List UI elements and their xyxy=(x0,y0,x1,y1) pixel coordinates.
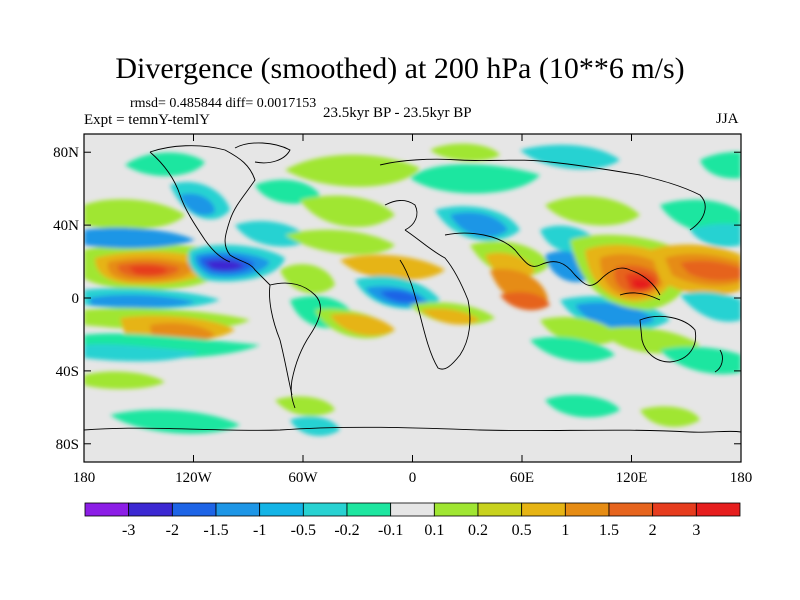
plot-title: Divergence (smoothed) at 200 hPa (10**6 … xyxy=(115,52,685,85)
lon-tick-label: 180 xyxy=(73,470,96,486)
colorbar-level-label: -2 xyxy=(166,522,179,539)
lat-tick-label: 0 xyxy=(72,291,80,307)
lon-tick-label: 180 xyxy=(730,470,753,486)
colorbar-swatch xyxy=(477,502,523,517)
colorbar-swatch xyxy=(608,502,654,517)
colorbar-swatch xyxy=(564,502,610,517)
colorbar-level-label: 1 xyxy=(561,522,569,539)
lon-tick-label: 60W xyxy=(288,470,318,486)
contour-field xyxy=(84,134,741,462)
colorbar-swatch xyxy=(302,502,348,517)
lat-tick-label: 80S xyxy=(56,437,79,453)
lat-tick-label: 40S xyxy=(56,364,79,380)
colorbar-swatch xyxy=(652,502,697,517)
experiment-label: Expt = temnY-temlY xyxy=(84,112,210,128)
period-label: 23.5kyr BP - 23.5kyr BP xyxy=(323,105,472,121)
lon-tick-label: 60E xyxy=(510,470,534,486)
colorbar-level-label: 3 xyxy=(692,522,700,539)
season-label: JJA xyxy=(716,111,739,127)
lat-tick-label: 80N xyxy=(53,145,79,161)
colorbar-swatch xyxy=(433,502,479,517)
lat-tick-label: 40N xyxy=(53,218,79,234)
colorbar-level-label: -1 xyxy=(253,522,266,539)
lon-tick-label: 0 xyxy=(409,470,417,486)
lon-tick-label: 120E xyxy=(616,470,648,486)
colorbar-level-label: 0.2 xyxy=(468,522,488,539)
colorbar-level-label: 2 xyxy=(649,522,657,539)
colorbar-swatch xyxy=(521,502,566,517)
colorbar-swatch xyxy=(215,502,261,517)
colorbar-swatch xyxy=(695,502,741,517)
colorbar-level-label: -3 xyxy=(122,522,135,539)
axis-ticks: 180 120W 60W 0 60E 120E 180 80N 40N 0 40S 80S xyxy=(53,134,752,486)
colorbar-swatch xyxy=(171,502,217,517)
lon-tick-label: 120W xyxy=(175,470,213,486)
colorbar-level-label: -0.2 xyxy=(334,522,359,539)
colorbar-level-label: -1.5 xyxy=(203,522,228,539)
colorbar-level-label: -0.1 xyxy=(378,522,403,539)
colorbar-swatch xyxy=(346,502,392,517)
colorbar-level-label: -0.5 xyxy=(291,522,316,539)
stats-label: rmsd= 0.485844 diff= 0.0017153 xyxy=(130,96,317,111)
colorbar: -3 -2 -1.5 -1 -0.5 -0.2 -0.1 0.1 0.2 0.5 1 1.5 2 3 xyxy=(84,502,741,539)
colorbar-swatch xyxy=(390,502,435,517)
colorbar-swatch xyxy=(259,502,304,517)
coastlines xyxy=(84,142,741,433)
colorbar-level-label: 0.5 xyxy=(512,522,532,539)
colorbar-level-label: 0.1 xyxy=(424,522,444,539)
colorbar-level-label: 1.5 xyxy=(599,522,619,539)
colorbar-swatch xyxy=(84,502,130,517)
colorbar-swatch xyxy=(128,502,173,517)
